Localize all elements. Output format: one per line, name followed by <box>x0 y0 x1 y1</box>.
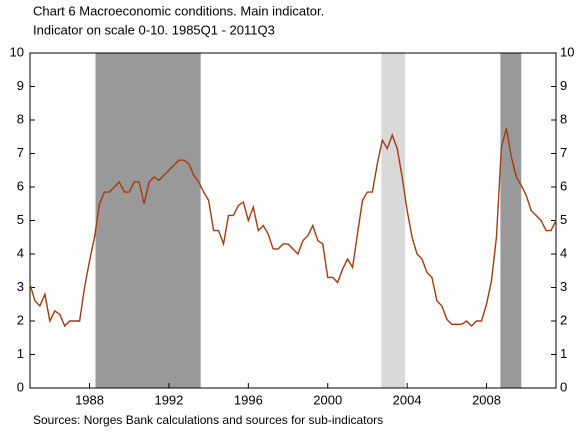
shaded-period <box>95 53 201 388</box>
y-tick-label: 7 <box>17 145 24 160</box>
y2-tick-label: 6 <box>560 178 567 193</box>
y-tick-label: 5 <box>17 212 24 227</box>
y2-tick-label: 2 <box>560 312 567 327</box>
chart-subtitle: Indicator on scale 0-10. 1985Q1 - 2011Q3 <box>33 22 275 37</box>
y-tick-label: 4 <box>17 245 24 260</box>
x-tick-label: 1992 <box>154 392 183 407</box>
y2-tick-label: 0 <box>560 379 567 394</box>
y2-tick-label: 7 <box>560 145 567 160</box>
x-tick-label: 1996 <box>234 392 263 407</box>
y2-tick-label: 1 <box>560 346 567 361</box>
y2-tick-label: 8 <box>560 111 567 126</box>
chart-title: Chart 6 Macroeconomic conditions. Main i… <box>33 3 324 18</box>
y-tick-label: 9 <box>17 78 24 93</box>
y2-tick-label: 9 <box>560 78 567 93</box>
x-tick-label: 2000 <box>313 392 342 407</box>
shaded-period <box>500 53 522 388</box>
y2-tick-label: 5 <box>560 212 567 227</box>
shaded-period <box>381 53 406 388</box>
source-note: Sources: Norges Bank calculations and so… <box>33 413 383 427</box>
y2-tick-label: 4 <box>560 245 567 260</box>
x-tick-label: 1988 <box>75 392 104 407</box>
y-tick-label: 2 <box>17 312 24 327</box>
y2-tick-label: 3 <box>560 279 567 294</box>
y-tick-label: 1 <box>17 346 24 361</box>
y-tick-label: 3 <box>17 279 24 294</box>
y-tick-label: 10 <box>10 44 24 59</box>
x-tick-label: 2008 <box>472 392 501 407</box>
x-tick-label: 2004 <box>393 392 422 407</box>
y-tick-label: 6 <box>17 178 24 193</box>
y-tick-label: 0 <box>17 379 24 394</box>
y2-tick-label: 10 <box>560 44 574 59</box>
y-tick-label: 8 <box>17 111 24 126</box>
data-line <box>29 128 557 328</box>
